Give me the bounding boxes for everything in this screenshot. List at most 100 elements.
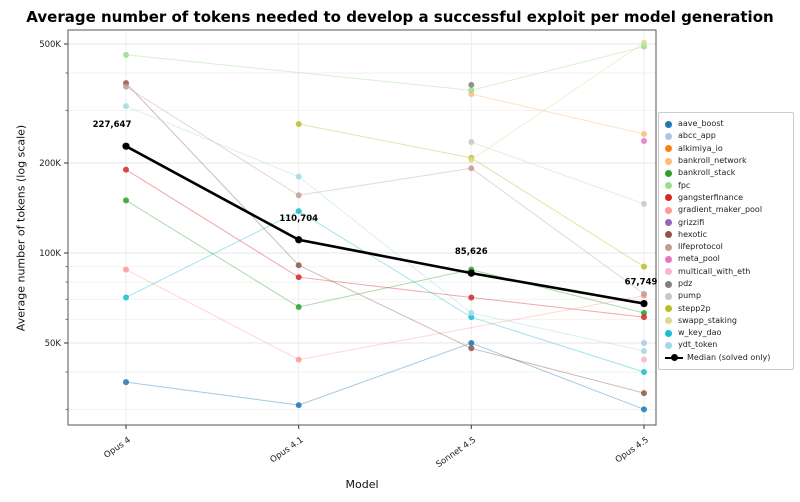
- data-point-pump: [641, 200, 647, 207]
- data-point-fpc: [468, 87, 475, 94]
- data-point-gangsterfinance: [295, 274, 302, 281]
- legend-swatch-icon: [665, 255, 672, 263]
- legend-item: pdz: [665, 278, 787, 290]
- data-point-bankroll_network: [641, 131, 647, 138]
- legend-swatch-icon: [665, 145, 672, 153]
- legend-swatch-icon: [665, 317, 672, 325]
- legend-item: hexotic: [665, 229, 787, 241]
- legend-label: lifeprotocol: [678, 242, 723, 252]
- data-point-gangsterfinance: [123, 166, 129, 173]
- series-line-pump: [471, 141, 645, 205]
- data-point-lifeprotocol: [295, 192, 302, 199]
- data-point-hexotic: [641, 390, 647, 397]
- median-marker-icon: [665, 354, 683, 362]
- series-line-aave_boost: [125, 342, 645, 410]
- data-point-hexotic: [295, 262, 302, 269]
- data-point-pump: [468, 139, 475, 146]
- data-point-stepp2p: [295, 121, 302, 128]
- data-point-ydt_token: [295, 173, 302, 180]
- legend-label: stepp2p: [678, 303, 711, 313]
- legend-swatch-icon: [665, 243, 672, 251]
- legend-item: fpc: [665, 179, 787, 191]
- legend-swatch-icon: [665, 169, 672, 177]
- y-tick-label: 100K: [39, 249, 61, 259]
- series-line-gangsterfinance: [125, 169, 645, 318]
- series-line-hexotic: [125, 82, 645, 394]
- legend-item: swapp_staking: [665, 315, 787, 327]
- series-line-lifeprotocol: [125, 86, 645, 295]
- data-point-gangsterfinance: [641, 314, 647, 321]
- plot-border: [67, 29, 657, 426]
- legend-item-median: Median (solved only): [665, 352, 787, 364]
- legend-swatch-icon: [665, 194, 672, 202]
- legend-label: hexotic: [678, 229, 707, 239]
- series-line-bankroll_stack: [125, 199, 645, 314]
- legend-item: pump: [665, 290, 787, 302]
- legend-label: bankroll_network: [678, 156, 747, 166]
- data-point-w_key_dao: [641, 368, 647, 375]
- median-point: [467, 269, 475, 277]
- legend-swatch-icon: [665, 206, 672, 214]
- y-tick-label: 500K: [39, 40, 61, 50]
- x-tick-label: Opus 4.5: [614, 435, 651, 465]
- median-annotation: 67,749: [625, 278, 658, 288]
- legend-swatch-icon: [665, 219, 672, 227]
- legend-label: ydt_token: [678, 340, 718, 350]
- data-point-swapp_staking: [468, 156, 475, 163]
- data-point-ydt_token: [641, 348, 647, 355]
- data-point-aave_boost: [641, 406, 647, 413]
- legend-item: meta_pool: [665, 253, 787, 265]
- y-tick-label: 200K: [39, 159, 61, 169]
- legend-swatch-icon: [665, 292, 672, 300]
- legend: aave_boost abcc_app alkimiya_io bankroll_ne…: [658, 112, 794, 370]
- legend-item: grizzifi: [665, 216, 787, 228]
- legend-swatch-icon: [665, 268, 672, 276]
- legend-item: w_key_dao: [665, 327, 787, 339]
- series-line-fpc: [125, 46, 645, 91]
- legend-label: pump: [678, 291, 702, 301]
- legend-label: multicall_with_eth: [678, 266, 751, 276]
- legend-item: bankroll_stack: [665, 167, 787, 179]
- data-point-bankroll_stack: [295, 303, 302, 310]
- series-line-ydt_token: [125, 105, 645, 352]
- legend-item: bankroll_network: [665, 155, 787, 167]
- legend-item: alkimiya_io: [665, 143, 787, 155]
- legend-swatch-icon: [665, 157, 672, 165]
- series-line-w_key_dao: [125, 210, 645, 373]
- median-line: [125, 145, 645, 305]
- data-point-swapp_staking: [641, 39, 647, 46]
- chart-title: Average number of tokens needed to devel…: [26, 8, 774, 26]
- data-point-multicall_with_eth: [641, 356, 647, 363]
- data-point-w_key_dao: [295, 208, 302, 215]
- legend-item: ydt_token: [665, 339, 787, 351]
- x-tick-label: Opus 4: [102, 435, 132, 460]
- legend-item: stepp2p: [665, 302, 787, 314]
- data-point-lifeprotocol: [641, 290, 647, 297]
- legend-item: gradient_maker_pool: [665, 204, 787, 216]
- data-point-ydt_token: [123, 103, 129, 110]
- legend-item: aave_boost: [665, 118, 787, 130]
- legend-label: w_key_dao: [678, 328, 722, 338]
- legend-label: gangsterfinance: [678, 192, 744, 202]
- legend-item: multicall_with_eth: [665, 266, 787, 278]
- series-line-bankroll_network: [471, 93, 645, 135]
- legend-label: grizzifi: [678, 217, 705, 227]
- data-point-lifeprotocol: [123, 83, 129, 90]
- legend-label: aave_boost: [678, 119, 724, 129]
- median-annotation: 110,704: [279, 214, 318, 224]
- legend-label: meta_pool: [678, 254, 720, 264]
- legend-swatch-icon: [665, 182, 672, 190]
- series-line-gradient_maker_pool: [125, 269, 645, 361]
- legend-swatch-icon: [665, 341, 672, 349]
- legend-label: pdz: [678, 279, 693, 288]
- legend-item: gangsterfinance: [665, 192, 787, 204]
- data-point-gangsterfinance: [468, 294, 475, 301]
- data-point-stepp2p: [641, 263, 647, 270]
- x-tick-label: Sonnet 4.5: [434, 435, 478, 470]
- legend-swatch-icon: [665, 329, 672, 337]
- legend-label: gradient_maker_pool: [678, 205, 763, 215]
- data-point-aave_boost: [295, 402, 302, 409]
- data-point-fpc: [123, 51, 129, 58]
- data-point-lifeprotocol: [468, 165, 475, 172]
